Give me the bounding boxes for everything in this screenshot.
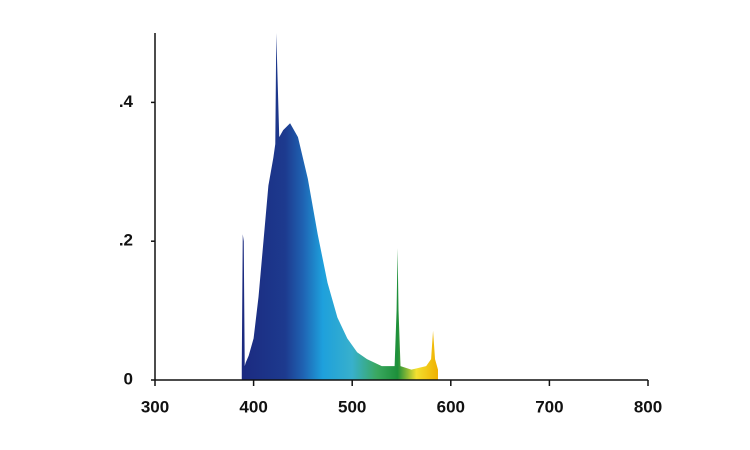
spectrum-area [241, 33, 438, 380]
x-tick-label: 500 [338, 397, 366, 416]
x-tick-label: 600 [437, 397, 465, 416]
x-tick-label: 700 [535, 397, 563, 416]
x-tick-label: 300 [141, 397, 169, 416]
x-tick-label: 400 [239, 397, 267, 416]
y-tick-label: .2 [119, 231, 133, 250]
y-tick-label: .4 [119, 92, 134, 111]
x-tick-label: 800 [634, 397, 662, 416]
y-tick-label: 0 [124, 369, 133, 388]
